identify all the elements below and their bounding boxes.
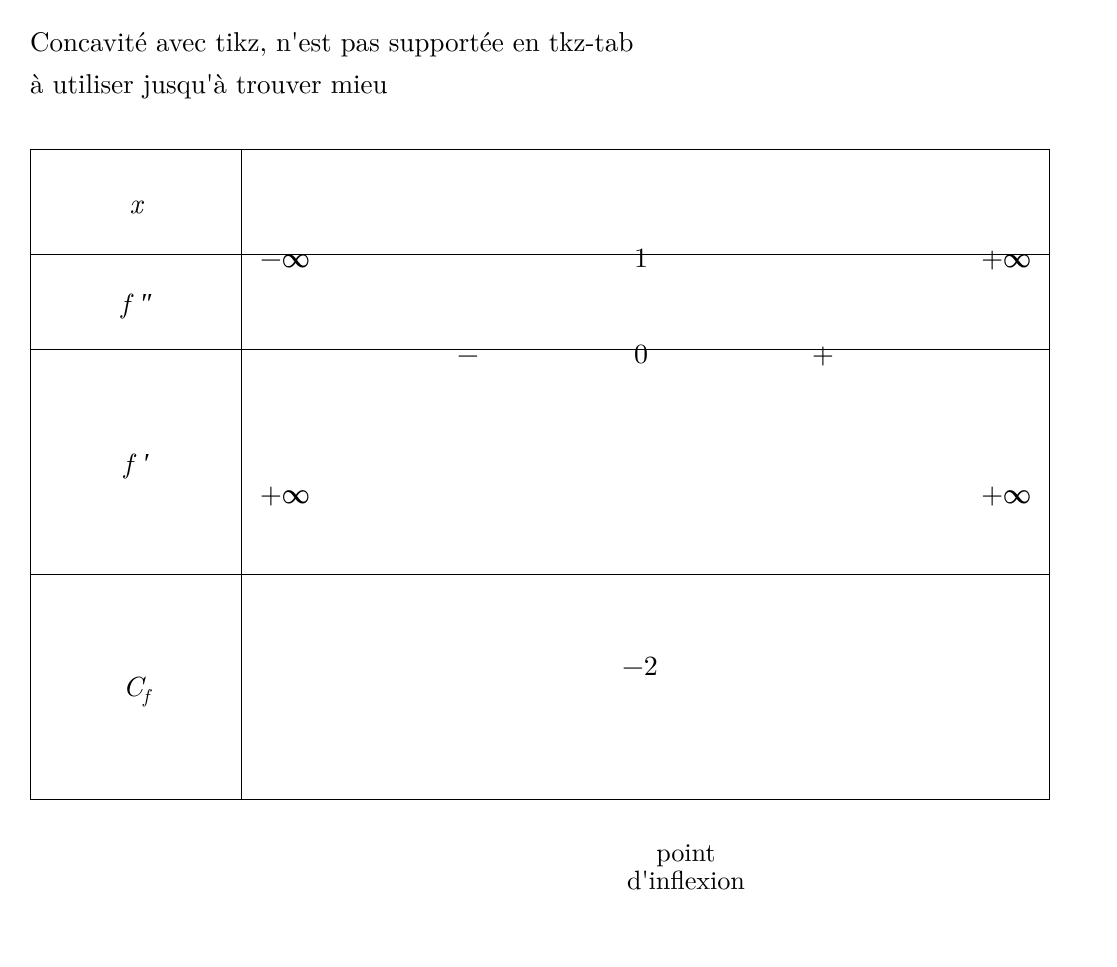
x-label: x: [130, 182, 143, 222]
fp-bottom: −2: [622, 644, 658, 684]
fpp-label: f ″: [121, 282, 151, 322]
row-x-content: −∞ 1 +∞: [242, 149, 1050, 254]
cf-f: f: [143, 680, 149, 708]
intro-line-1: Concavité avec tikz, n'est pas supportée…: [30, 21, 633, 59]
fp-top-right: +∞: [981, 472, 1031, 512]
row-cf-label: Cf: [31, 574, 242, 799]
row-fp-content: +∞ −2 +∞: [242, 349, 1050, 574]
row-fp-label: f ′: [31, 349, 242, 574]
inflexion-label: point d'inflexion: [627, 837, 745, 894]
cf-C: C: [123, 665, 143, 705]
row-cf-content: point d'inflexion: [242, 574, 1050, 799]
fpp-plus: +: [812, 332, 834, 372]
x-mid: 1: [634, 236, 648, 276]
fpp-zero: 0: [634, 332, 648, 372]
row-fpp-label: f ″: [31, 254, 242, 349]
x-pos-inf: +∞: [981, 236, 1031, 276]
fp-label: f ′: [124, 442, 149, 482]
fp-top-left: +∞: [260, 472, 310, 512]
fpp-minus: −: [457, 332, 479, 372]
intro-text: Concavité avec tikz, n'est pas supportée…: [30, 20, 1087, 104]
intro-line-2: à utiliser jusqu'à trouver mieu: [30, 63, 388, 101]
row-x-label: x: [31, 149, 242, 254]
x-neg-inf: −∞: [260, 236, 310, 276]
variation-table: x −∞ 1 +∞ f ″ − 0 + f ′: [30, 149, 1050, 800]
inflexion-label-2: d'inflexion: [627, 860, 745, 897]
